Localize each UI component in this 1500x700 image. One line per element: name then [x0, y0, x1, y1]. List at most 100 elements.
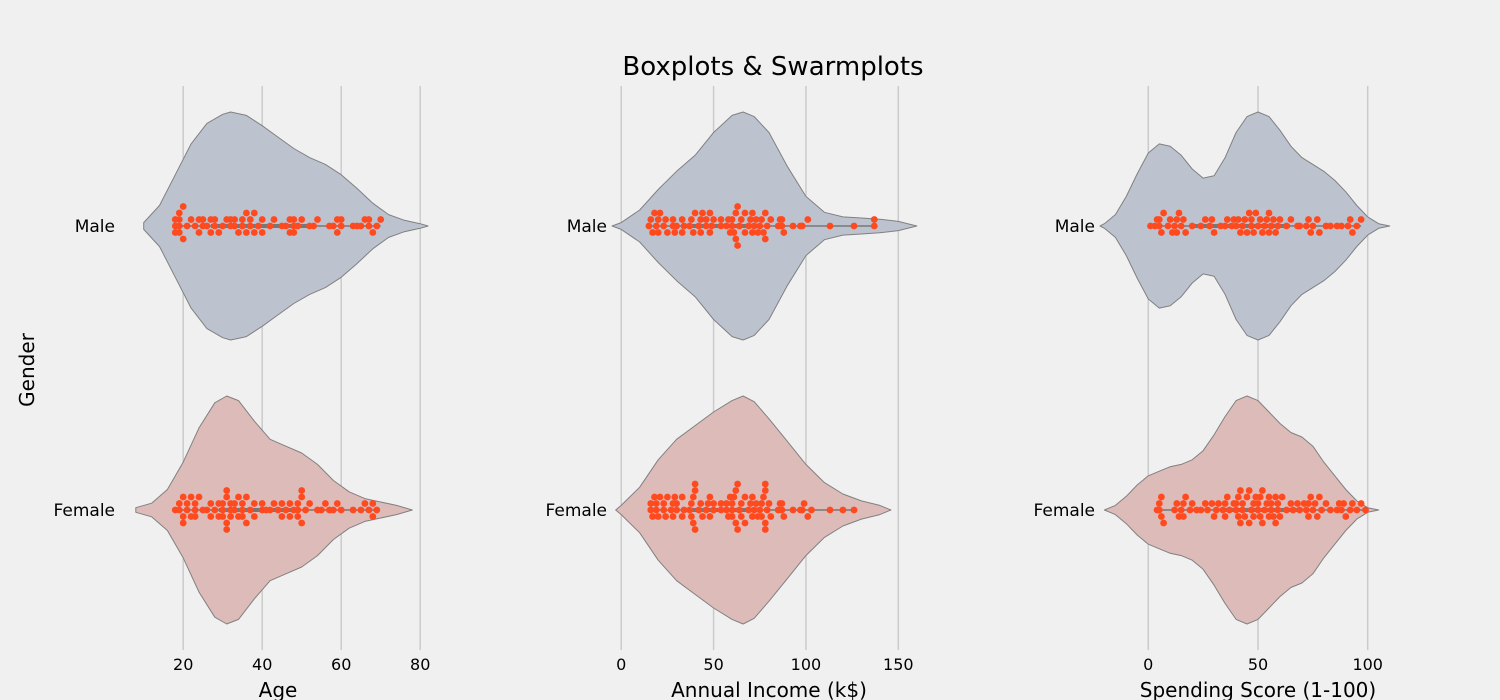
swarm-point [1261, 222, 1268, 230]
swarm-point [294, 500, 302, 507]
swarm-point [191, 506, 199, 514]
swarm-point [649, 513, 656, 520]
swarm-point [1232, 506, 1240, 514]
swarm-point [1305, 500, 1312, 507]
swarm-point [706, 513, 714, 520]
swarm-point [760, 229, 767, 236]
swarm-point [741, 493, 749, 501]
swarm-point [1296, 506, 1304, 514]
swarm-point [1164, 222, 1172, 230]
swarm-point [298, 216, 306, 223]
swarm-point [1158, 493, 1165, 501]
swarm-point [660, 506, 668, 514]
swarm-point [673, 500, 680, 507]
swarm-point [1265, 229, 1273, 236]
swarm-point [1349, 229, 1356, 236]
swarm-point [266, 222, 274, 230]
swarm-point [662, 513, 669, 520]
swarm-point [175, 222, 183, 230]
swarm-point [219, 513, 227, 520]
swarm-point [1208, 216, 1216, 223]
category-label-male: Male [567, 217, 607, 237]
swarm-point [187, 493, 195, 501]
swarm-point [645, 222, 653, 230]
swarm-point [211, 506, 219, 514]
swarm-point [290, 216, 298, 223]
swarm-point [219, 222, 227, 230]
swarm-point [1313, 513, 1321, 520]
swarm-point [1155, 216, 1163, 223]
swarm-point [652, 506, 660, 514]
swarm-point [195, 493, 203, 501]
swarm-point [652, 222, 660, 230]
category-label-male: Male [1055, 217, 1095, 237]
swarm-point [728, 513, 736, 520]
swarm-point [1239, 500, 1246, 507]
panels: Male Female 20 40 60 80 Age Male Female 0 50 100 150… [54, 86, 1391, 700]
swarm-point [1232, 222, 1240, 230]
swarm-point [1274, 500, 1282, 507]
swarm-point [686, 506, 693, 514]
swarm-point [741, 229, 749, 236]
swarm-point [294, 506, 302, 514]
swarm-point [660, 500, 668, 507]
swarm-point [361, 500, 369, 507]
swarm-point [686, 222, 693, 230]
swarm-point [1182, 493, 1189, 501]
swarm-point [369, 513, 377, 520]
swarm-point [734, 526, 741, 533]
swarm-point [870, 216, 878, 223]
swarm-point [183, 500, 191, 507]
swarm-point [752, 216, 760, 223]
swarm-point [1349, 500, 1356, 507]
swarm-point [243, 519, 250, 527]
swarm-point [1180, 500, 1187, 507]
swarm-point [337, 506, 345, 514]
swarm-point [1357, 500, 1365, 507]
swarm-point [310, 222, 317, 230]
swarm-point [761, 480, 769, 488]
swarm-point [662, 216, 669, 223]
swarm-point [1311, 500, 1319, 507]
swarm-point [1267, 500, 1275, 507]
swarm-point [1221, 222, 1229, 230]
swarm-point [278, 513, 286, 520]
swarm-point [1294, 500, 1301, 507]
swarm-point [369, 229, 377, 236]
swarm-point [1254, 222, 1262, 230]
swarm-point [1221, 500, 1229, 507]
swarm-point [1201, 500, 1209, 507]
swarm-point [850, 506, 858, 514]
swarm-point [671, 493, 679, 501]
swarm-point [203, 222, 211, 230]
swarm-point [1316, 493, 1323, 501]
swarm-point [1283, 222, 1290, 230]
swarm-point [179, 493, 187, 501]
swarm-point [306, 500, 313, 507]
swarm-point [175, 506, 183, 514]
swarm-point [1250, 513, 1257, 520]
panel-1: Male Female 20 40 60 80 Age [54, 86, 430, 700]
swarm-point [710, 216, 717, 223]
swarm-point [1182, 229, 1189, 236]
swarm-point [207, 229, 215, 236]
swarm-point [651, 493, 658, 501]
swarm-point [691, 526, 699, 533]
swarm-point [266, 506, 274, 514]
swarm-point [1313, 216, 1321, 223]
swarm-point [749, 513, 756, 520]
swarm-point [1175, 209, 1183, 217]
swarm-point [369, 500, 377, 507]
swarm-point [1259, 519, 1266, 527]
swarm-point [780, 513, 788, 520]
swarm-point [1155, 222, 1163, 230]
swarm-point [780, 229, 788, 236]
swarm-point [195, 229, 203, 236]
swarm-point [1215, 500, 1222, 507]
swarm-point [243, 229, 250, 236]
swarm-point [1239, 506, 1246, 514]
swarm-point [1353, 222, 1361, 230]
swarm-point [1245, 209, 1253, 217]
swarm-point [357, 506, 365, 514]
swarm-point [1270, 216, 1277, 223]
